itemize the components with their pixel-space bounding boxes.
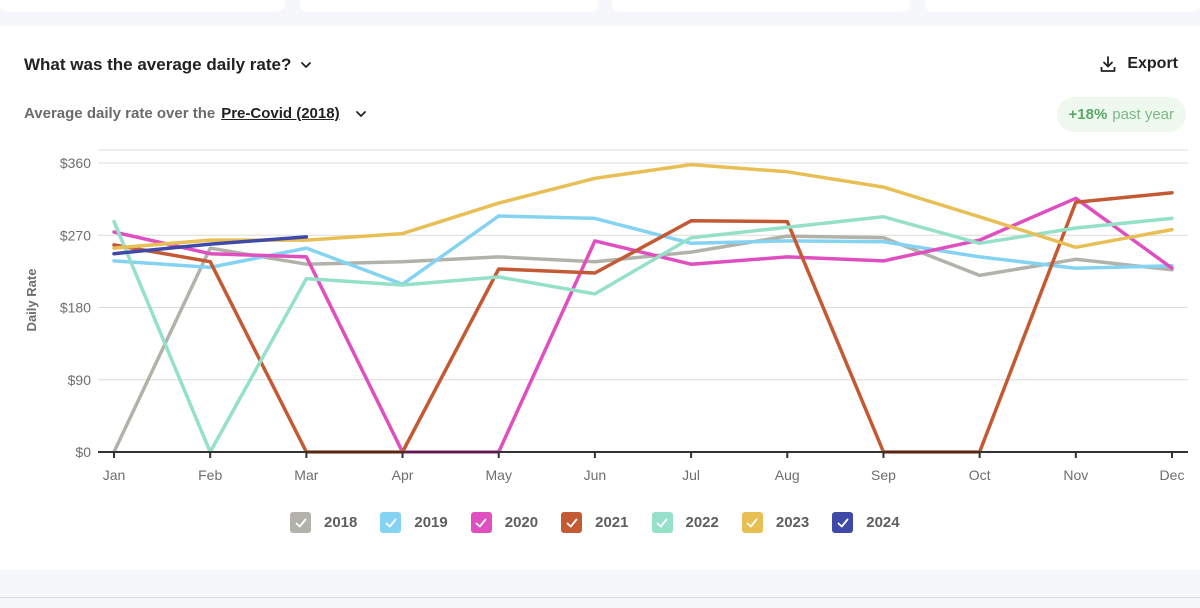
badge-value: +18% bbox=[1068, 106, 1108, 123]
legend-checkbox[interactable] bbox=[832, 512, 854, 533]
legend-item-2023[interactable]: 2023 bbox=[741, 512, 810, 533]
legend-item-2019[interactable]: 2019 bbox=[380, 512, 448, 533]
chevron-down-icon bbox=[301, 62, 312, 68]
legend-checkbox[interactable] bbox=[290, 512, 311, 533]
series-line-2018 bbox=[112, 234, 1174, 454]
badge-text: past year bbox=[1112, 106, 1174, 123]
series-line-2020 bbox=[112, 196, 1174, 454]
checkmark-icon bbox=[566, 518, 578, 527]
series-line-2024 bbox=[112, 235, 309, 256]
series-line-2021 bbox=[112, 190, 1174, 454]
period-selector[interactable]: Pre-Covid (2018) bbox=[221, 105, 340, 122]
divider bbox=[0, 597, 1200, 598]
legend-checkbox[interactable] bbox=[561, 512, 583, 533]
chart-panel bbox=[0, 26, 1200, 570]
change-badge: +18% past year bbox=[1056, 97, 1186, 132]
export-label: Export bbox=[1127, 55, 1178, 72]
x-tick-label: Dec bbox=[1160, 467, 1185, 483]
chart-title: What was the average daily rate? bbox=[24, 55, 292, 74]
x-tick-label: Oct bbox=[969, 467, 991, 483]
summary-card[interactable] bbox=[612, 0, 910, 12]
checkmark-icon bbox=[656, 518, 668, 527]
y-tick-label: $270 bbox=[60, 227, 91, 243]
subtitle: Average daily rate over the Pre-Covid (2… bbox=[24, 105, 368, 122]
checkmark-icon bbox=[746, 518, 758, 527]
legend-label: 2018 bbox=[324, 514, 358, 531]
y-axis-title: Daily Rate bbox=[24, 269, 39, 332]
series-line-2023 bbox=[112, 162, 1174, 250]
x-tick-label: Jun bbox=[584, 467, 607, 483]
series-line-2019 bbox=[112, 214, 1174, 286]
x-tick-label: Jul bbox=[682, 467, 700, 483]
subtitle-prefix: Average daily rate over the bbox=[24, 105, 216, 122]
checkmark-icon bbox=[837, 518, 849, 527]
x-tick-label: Mar bbox=[294, 467, 318, 483]
y-tick-label: $0 bbox=[75, 444, 91, 460]
chevron-down-icon[interactable] bbox=[354, 107, 368, 121]
summary-card[interactable] bbox=[925, 0, 1200, 12]
legend-label: 2020 bbox=[504, 514, 539, 531]
y-tick-label: $90 bbox=[68, 372, 92, 388]
y-tick-label: $360 bbox=[60, 155, 91, 171]
legend-label: 2019 bbox=[414, 514, 448, 531]
x-tick-label: May bbox=[486, 467, 512, 483]
line-chart: $0 $90 $180 $270 $360 Daily Rate Jan Feb Mar Apr M… bbox=[24, 149, 1188, 483]
checkmark-icon bbox=[475, 518, 487, 527]
legend-item-2021[interactable]: 2021 bbox=[561, 512, 629, 533]
legend-item-2024[interactable]: 2024 bbox=[832, 512, 900, 533]
legend-checkbox[interactable] bbox=[470, 512, 492, 533]
y-tick-label: $180 bbox=[60, 300, 91, 316]
series-line-2022 bbox=[112, 215, 1174, 454]
legend-checkbox[interactable] bbox=[741, 512, 763, 533]
summary-card[interactable] bbox=[0, 0, 285, 12]
export-button[interactable]: Export bbox=[1099, 55, 1178, 73]
x-tick-label: Sep bbox=[871, 467, 896, 483]
legend-label: 2022 bbox=[685, 514, 719, 531]
summary-card[interactable] bbox=[300, 0, 598, 12]
legend-item-2020[interactable]: 2020 bbox=[470, 512, 539, 533]
chart-legend: 2018 2019 2020 2021 2022 2023 2024 bbox=[290, 512, 900, 533]
checkmark-icon bbox=[295, 518, 306, 527]
legend-label: 2021 bbox=[595, 514, 629, 531]
checkmark-icon bbox=[385, 518, 397, 527]
x-tick-label: Feb bbox=[198, 467, 222, 483]
legend-label: 2024 bbox=[866, 514, 900, 531]
legend-checkbox[interactable] bbox=[380, 512, 402, 533]
x-tick-label: Nov bbox=[1063, 467, 1088, 483]
legend-label: 2023 bbox=[775, 514, 810, 531]
x-tick-label: Jan bbox=[103, 467, 126, 483]
legend-item-2018[interactable]: 2018 bbox=[290, 512, 357, 533]
x-tick-label: Apr bbox=[392, 467, 414, 483]
question-dropdown[interactable]: What was the average daily rate? bbox=[24, 55, 313, 75]
x-tick-label: Aug bbox=[775, 467, 800, 483]
legend-item-2022[interactable]: 2022 bbox=[651, 512, 719, 533]
legend-checkbox[interactable] bbox=[651, 512, 673, 533]
download-icon bbox=[1100, 56, 1116, 72]
bottom-strip bbox=[0, 570, 1200, 608]
